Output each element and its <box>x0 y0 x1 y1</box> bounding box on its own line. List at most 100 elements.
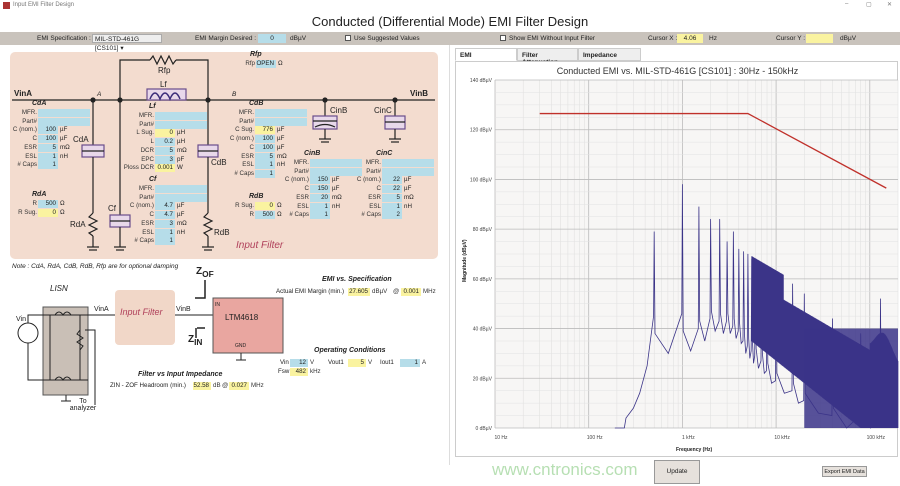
cf-c-input[interactable]: 4.7 <box>155 211 175 220</box>
use-suggested-label[interactable]: Use Suggested Values <box>354 35 420 42</box>
cinc-c-input[interactable]: 22 <box>382 185 402 194</box>
cdb-mfr--input[interactable] <box>255 109 307 117</box>
cdb-part--input[interactable] <box>255 117 307 126</box>
vinb-label: VinB <box>410 89 429 98</box>
rdb-r-sug--input[interactable]: 0 <box>255 202 275 210</box>
cursor-y-unit: dBµV <box>840 35 857 42</box>
cinb-mfr--input[interactable] <box>310 159 362 167</box>
cdb--caps-input[interactable]: 1 <box>255 169 275 178</box>
emi-vs-spec-title: EMI vs. Specification <box>322 276 392 283</box>
cinc-row: ESL <box>320 203 381 212</box>
emi-margin-label: Actual EMI Margin (min.) <box>276 288 345 295</box>
cf-mfr--input[interactable] <box>155 185 207 193</box>
export-emi-data-button[interactable]: Export EMI Data <box>822 466 867 477</box>
emi-spec-select[interactable]: MIL-STD-461G [CS101] ▾ <box>92 34 162 52</box>
margin-input[interactable]: 0 <box>258 34 286 43</box>
vin-input[interactable]: 12 <box>290 359 308 367</box>
lf-l-sug--input[interactable]: 0 <box>155 129 175 138</box>
cinb-c-nom--input[interactable]: 150 <box>310 176 330 185</box>
rda-row: R <box>0 200 37 209</box>
cda-c-nom--input[interactable]: 100 <box>38 126 58 135</box>
emi-margin-freq: 0.001 <box>401 288 421 296</box>
cda-mfr--input[interactable] <box>38 109 90 117</box>
cda-esr-input[interactable]: 5 <box>38 143 58 152</box>
input-filter-panel-label: Input Filter <box>236 240 284 251</box>
rda-title: RdA <box>32 191 47 198</box>
cinc-c-nom--input[interactable]: 22 <box>382 176 402 185</box>
rda-unit: Ω <box>60 208 65 216</box>
lf-row-label: DCR <box>140 146 154 154</box>
cinc--caps-input[interactable]: 2 <box>382 211 402 220</box>
cinc-mfr--input[interactable] <box>382 159 434 167</box>
vout-label: Vout1 <box>328 359 344 366</box>
rda-r-sug--input[interactable]: 0 <box>38 208 58 217</box>
iout-input[interactable]: 1 <box>400 359 420 367</box>
lf-dcr-input[interactable]: 5 <box>155 146 175 155</box>
cf-esr-input[interactable]: 3 <box>155 219 175 228</box>
rdb-row-label: R <box>249 210 254 218</box>
rdb-r-input[interactable]: 500 <box>255 210 275 219</box>
input-filter-block <box>115 290 175 345</box>
rdb-row-label: R Sug. <box>235 202 254 209</box>
system-diagram <box>17 280 284 405</box>
emi-margin-at: @ <box>393 288 400 295</box>
update-button[interactable]: Update <box>654 460 700 484</box>
cinb-part--input[interactable] <box>310 167 362 176</box>
cf--caps-input[interactable]: 1 <box>155 237 175 246</box>
cinb--caps-input[interactable]: 1 <box>310 211 330 220</box>
cda-symbol-label: CdA <box>73 135 89 144</box>
input-filter-panel <box>10 52 438 259</box>
cda-part--input[interactable] <box>38 117 90 126</box>
tab-emi[interactable]: EMI <box>455 48 517 61</box>
tab-impedance[interactable]: Impedance <box>578 48 641 61</box>
cda-c-input[interactable]: 100 <box>38 135 58 144</box>
close-button[interactable]: ✕ <box>887 2 893 8</box>
cf-c-nom--input[interactable]: 4.7 <box>155 202 175 211</box>
cda-esl-input[interactable]: 1 <box>38 152 58 161</box>
cdb-row-label: MFR. <box>238 109 254 116</box>
filter-schematic <box>12 54 435 251</box>
cinb-esl-input[interactable]: 1 <box>310 202 330 211</box>
lf-mfr--input[interactable] <box>155 112 207 120</box>
fsw-input[interactable]: 482 <box>290 368 308 376</box>
cda-unit: nH <box>60 152 68 160</box>
cdb-esl-input[interactable]: 1 <box>255 161 275 170</box>
vina-label: VinA <box>14 89 33 98</box>
cinc-row-label: C (nom.) <box>356 176 381 184</box>
emi-spec-value: MIL-STD-461G [CS101] <box>95 36 140 52</box>
cinc-esl-input[interactable]: 1 <box>382 202 402 211</box>
cinb-esr-input[interactable]: 20 <box>310 193 330 202</box>
cursor-y-label: Cursor Y : <box>776 35 806 42</box>
cdb-c-nom--input[interactable]: 100 <box>255 135 275 144</box>
cinc-part--input[interactable] <box>382 167 434 176</box>
lf-part--input[interactable] <box>155 120 207 129</box>
tab-filter-attenuation[interactable]: Filter Attenuation <box>517 48 578 66</box>
cda-row: # Caps <box>0 161 37 170</box>
cda-row-label: C <box>32 135 37 143</box>
cinb-c-input[interactable]: 150 <box>310 185 330 194</box>
rda-r-input[interactable]: 500 <box>38 200 58 208</box>
window-title: Input EMI Filter Design <box>13 2 75 8</box>
lf-ploss-dcr-input[interactable]: 0.001 <box>155 164 175 173</box>
cda--caps-input[interactable]: 1 <box>38 161 58 170</box>
cdb-esr-input[interactable]: 5 <box>255 152 275 161</box>
rfp-rfp-input[interactable]: OPEN <box>256 60 276 68</box>
minimize-button[interactable]: – <box>845 1 849 7</box>
use-suggested-checkbox[interactable] <box>345 35 351 41</box>
show-without-filter-checkbox[interactable] <box>500 35 506 41</box>
lf-epc-input[interactable]: 3 <box>155 155 175 164</box>
lf-l-input[interactable]: 0.2 <box>155 138 175 147</box>
lf-row-label: Part# <box>139 120 154 128</box>
rdb-unit: Ω <box>277 210 282 218</box>
cinb-row: C (nom.) <box>248 176 309 185</box>
headroom-label: ZIN - ZOF Headroom (min.) <box>110 382 186 389</box>
cda-row-label: C (nom.) <box>12 126 37 134</box>
cf-esl-input[interactable]: 1 <box>155 228 175 237</box>
cf-part--input[interactable] <box>155 193 207 202</box>
cdb-c-input[interactable]: 100 <box>255 143 275 152</box>
show-without-filter-label[interactable]: Show EMI Without Input Filter <box>509 35 595 42</box>
cdb-c-sug--input[interactable]: 776 <box>255 126 275 135</box>
vout-input[interactable]: 5 <box>348 359 366 367</box>
cinc-esr-input[interactable]: 5 <box>382 193 402 202</box>
maximize-button[interactable]: ▢ <box>866 2 872 8</box>
